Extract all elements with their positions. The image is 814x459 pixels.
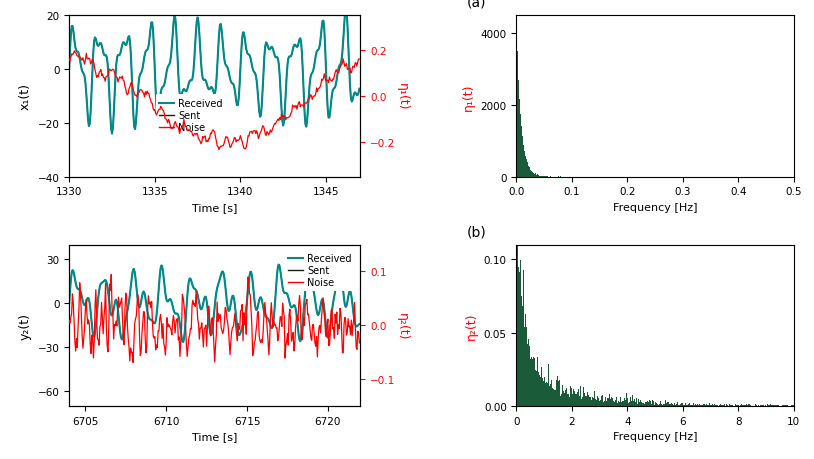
- Sent: [317, 19, 327, 25]
- Text: (b): (b): [466, 224, 486, 239]
- Noise: [162, 315, 172, 321]
- Noise: [100, 305, 110, 310]
- Y-axis label: η₁(t): η₁(t): [396, 83, 409, 111]
- Y-axis label: η₂(t): η₂(t): [465, 312, 478, 339]
- Noise: [304, 95, 313, 101]
- Sent: [340, 302, 350, 308]
- Noise: [340, 315, 350, 320]
- Noise: [298, 103, 308, 109]
- Received: [192, 290, 202, 295]
- Noise: [64, 57, 74, 62]
- Received: [178, 340, 188, 345]
- Y-axis label: η₂(t): η₂(t): [396, 312, 409, 339]
- Received: [100, 278, 110, 283]
- Noise: [69, 49, 79, 55]
- Sent: [178, 340, 188, 345]
- Received: [107, 132, 117, 137]
- Noise: [318, 76, 328, 82]
- Legend: Received, Sent, Noise: Received, Sent, Noise: [155, 95, 226, 137]
- Sent: [165, 297, 175, 302]
- Noise: [117, 74, 127, 80]
- Sent: [160, 291, 170, 297]
- Noise: [193, 317, 203, 322]
- Line: Received: Received: [69, 10, 359, 134]
- Line: Sent: Sent: [69, 10, 359, 134]
- Received: [64, 301, 74, 306]
- Sent: [303, 106, 313, 112]
- Noise: [107, 272, 116, 278]
- Received: [340, 302, 350, 308]
- Received: [297, 53, 307, 58]
- X-axis label: Frequency [Hz]: Frequency [Hz]: [613, 431, 698, 442]
- Sent: [241, 42, 251, 48]
- Noise: [107, 68, 117, 73]
- Sent: [117, 43, 127, 48]
- Y-axis label: x₁(t): x₁(t): [19, 83, 32, 110]
- X-axis label: Time [s]: Time [s]: [192, 431, 238, 442]
- Received: [303, 106, 313, 112]
- Noise: [355, 340, 365, 346]
- Received: [317, 19, 327, 25]
- Received: [241, 42, 251, 48]
- Received: [341, 7, 351, 12]
- Received: [117, 43, 127, 48]
- Line: Noise: Noise: [69, 52, 359, 151]
- Sent: [192, 290, 202, 295]
- Sent: [64, 67, 74, 73]
- Received: [274, 262, 283, 268]
- Sent: [100, 278, 110, 283]
- Sent: [341, 7, 351, 12]
- Received: [354, 87, 364, 92]
- Line: Received: Received: [69, 265, 360, 342]
- Received: [165, 297, 175, 302]
- Received: [160, 291, 170, 297]
- Sent: [297, 53, 307, 58]
- Noise: [64, 318, 74, 324]
- Noise: [128, 360, 138, 365]
- Sent: [64, 301, 74, 306]
- Noise: [152, 345, 162, 350]
- Line: Noise: Noise: [69, 275, 360, 363]
- Noise: [242, 145, 252, 150]
- Sent: [355, 322, 365, 327]
- Noise: [354, 57, 364, 62]
- X-axis label: Time [s]: Time [s]: [192, 202, 238, 213]
- Received: [355, 322, 365, 327]
- Sent: [107, 132, 117, 137]
- Received: [107, 126, 116, 132]
- Sent: [107, 126, 116, 132]
- Noise: [214, 148, 224, 153]
- Received: [151, 319, 160, 324]
- Sent: [274, 262, 283, 268]
- X-axis label: Frequency [Hz]: Frequency [Hz]: [613, 202, 698, 213]
- Sent: [354, 87, 364, 92]
- Noise: [167, 332, 177, 338]
- Sent: [151, 319, 160, 324]
- Line: Sent: Sent: [69, 265, 360, 342]
- Text: (a): (a): [466, 0, 486, 10]
- Legend: Received, Sent, Noise: Received, Sent, Noise: [285, 250, 356, 291]
- Y-axis label: η₁(t): η₁(t): [462, 83, 475, 111]
- Y-axis label: y₂(t): y₂(t): [19, 312, 32, 339]
- Received: [64, 67, 74, 73]
